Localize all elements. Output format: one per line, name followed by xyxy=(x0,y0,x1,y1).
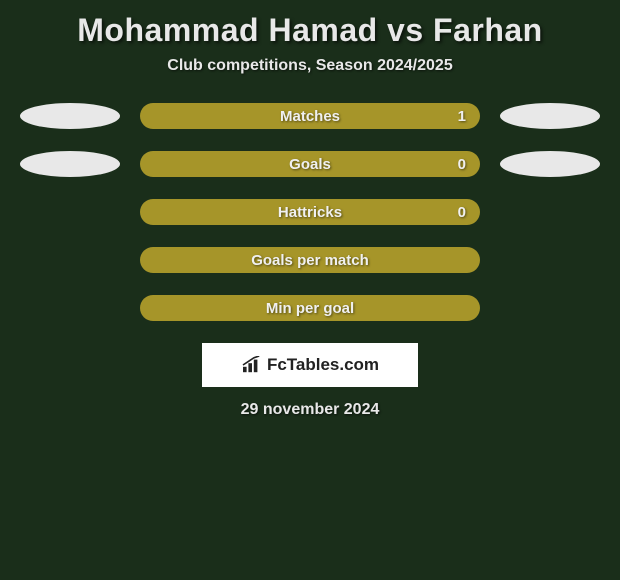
stat-row: Goals per match xyxy=(0,247,620,273)
stat-bar: Min per goal xyxy=(140,295,480,321)
subtitle: Club competitions, Season 2024/2025 xyxy=(0,57,620,103)
stat-bar: Goals per match xyxy=(140,247,480,273)
date-text: 29 november 2024 xyxy=(0,401,620,419)
page-title: Mohammad Hamad vs Farhan xyxy=(0,8,620,57)
stat-bar: Matches 1 xyxy=(140,103,480,129)
stat-bar: Hattricks 0 xyxy=(140,199,480,225)
stat-label: Matches xyxy=(280,108,340,125)
stat-label: Goals xyxy=(289,156,331,173)
stat-row: Hattricks 0 xyxy=(0,199,620,225)
stat-row: Matches 1 xyxy=(0,103,620,129)
ellipse-spacer xyxy=(500,247,600,273)
comparison-infographic: Mohammad Hamad vs Farhan Club competitio… xyxy=(0,0,620,419)
player-right-ellipse xyxy=(500,103,600,129)
ellipse-spacer xyxy=(20,199,120,225)
ellipse-spacer xyxy=(500,295,600,321)
chart-icon xyxy=(241,356,263,374)
stat-row: Min per goal xyxy=(0,295,620,321)
stat-value: 0 xyxy=(458,204,466,221)
logo-box: FcTables.com xyxy=(202,343,418,387)
stat-value: 0 xyxy=(458,156,466,173)
player-left-ellipse xyxy=(20,151,120,177)
stat-value: 1 xyxy=(458,108,466,125)
player-left-ellipse xyxy=(20,103,120,129)
logo-text: FcTables.com xyxy=(267,355,379,375)
ellipse-spacer xyxy=(500,199,600,225)
stat-row: Goals 0 xyxy=(0,151,620,177)
stat-label: Min per goal xyxy=(266,300,354,317)
ellipse-spacer xyxy=(20,295,120,321)
stat-label: Goals per match xyxy=(251,252,369,269)
stat-label: Hattricks xyxy=(278,204,342,221)
player-right-ellipse xyxy=(500,151,600,177)
ellipse-spacer xyxy=(20,247,120,273)
stat-rows: Matches 1 Goals 0 Hattricks 0 Goals per match M… xyxy=(0,103,620,321)
stat-bar: Goals 0 xyxy=(140,151,480,177)
